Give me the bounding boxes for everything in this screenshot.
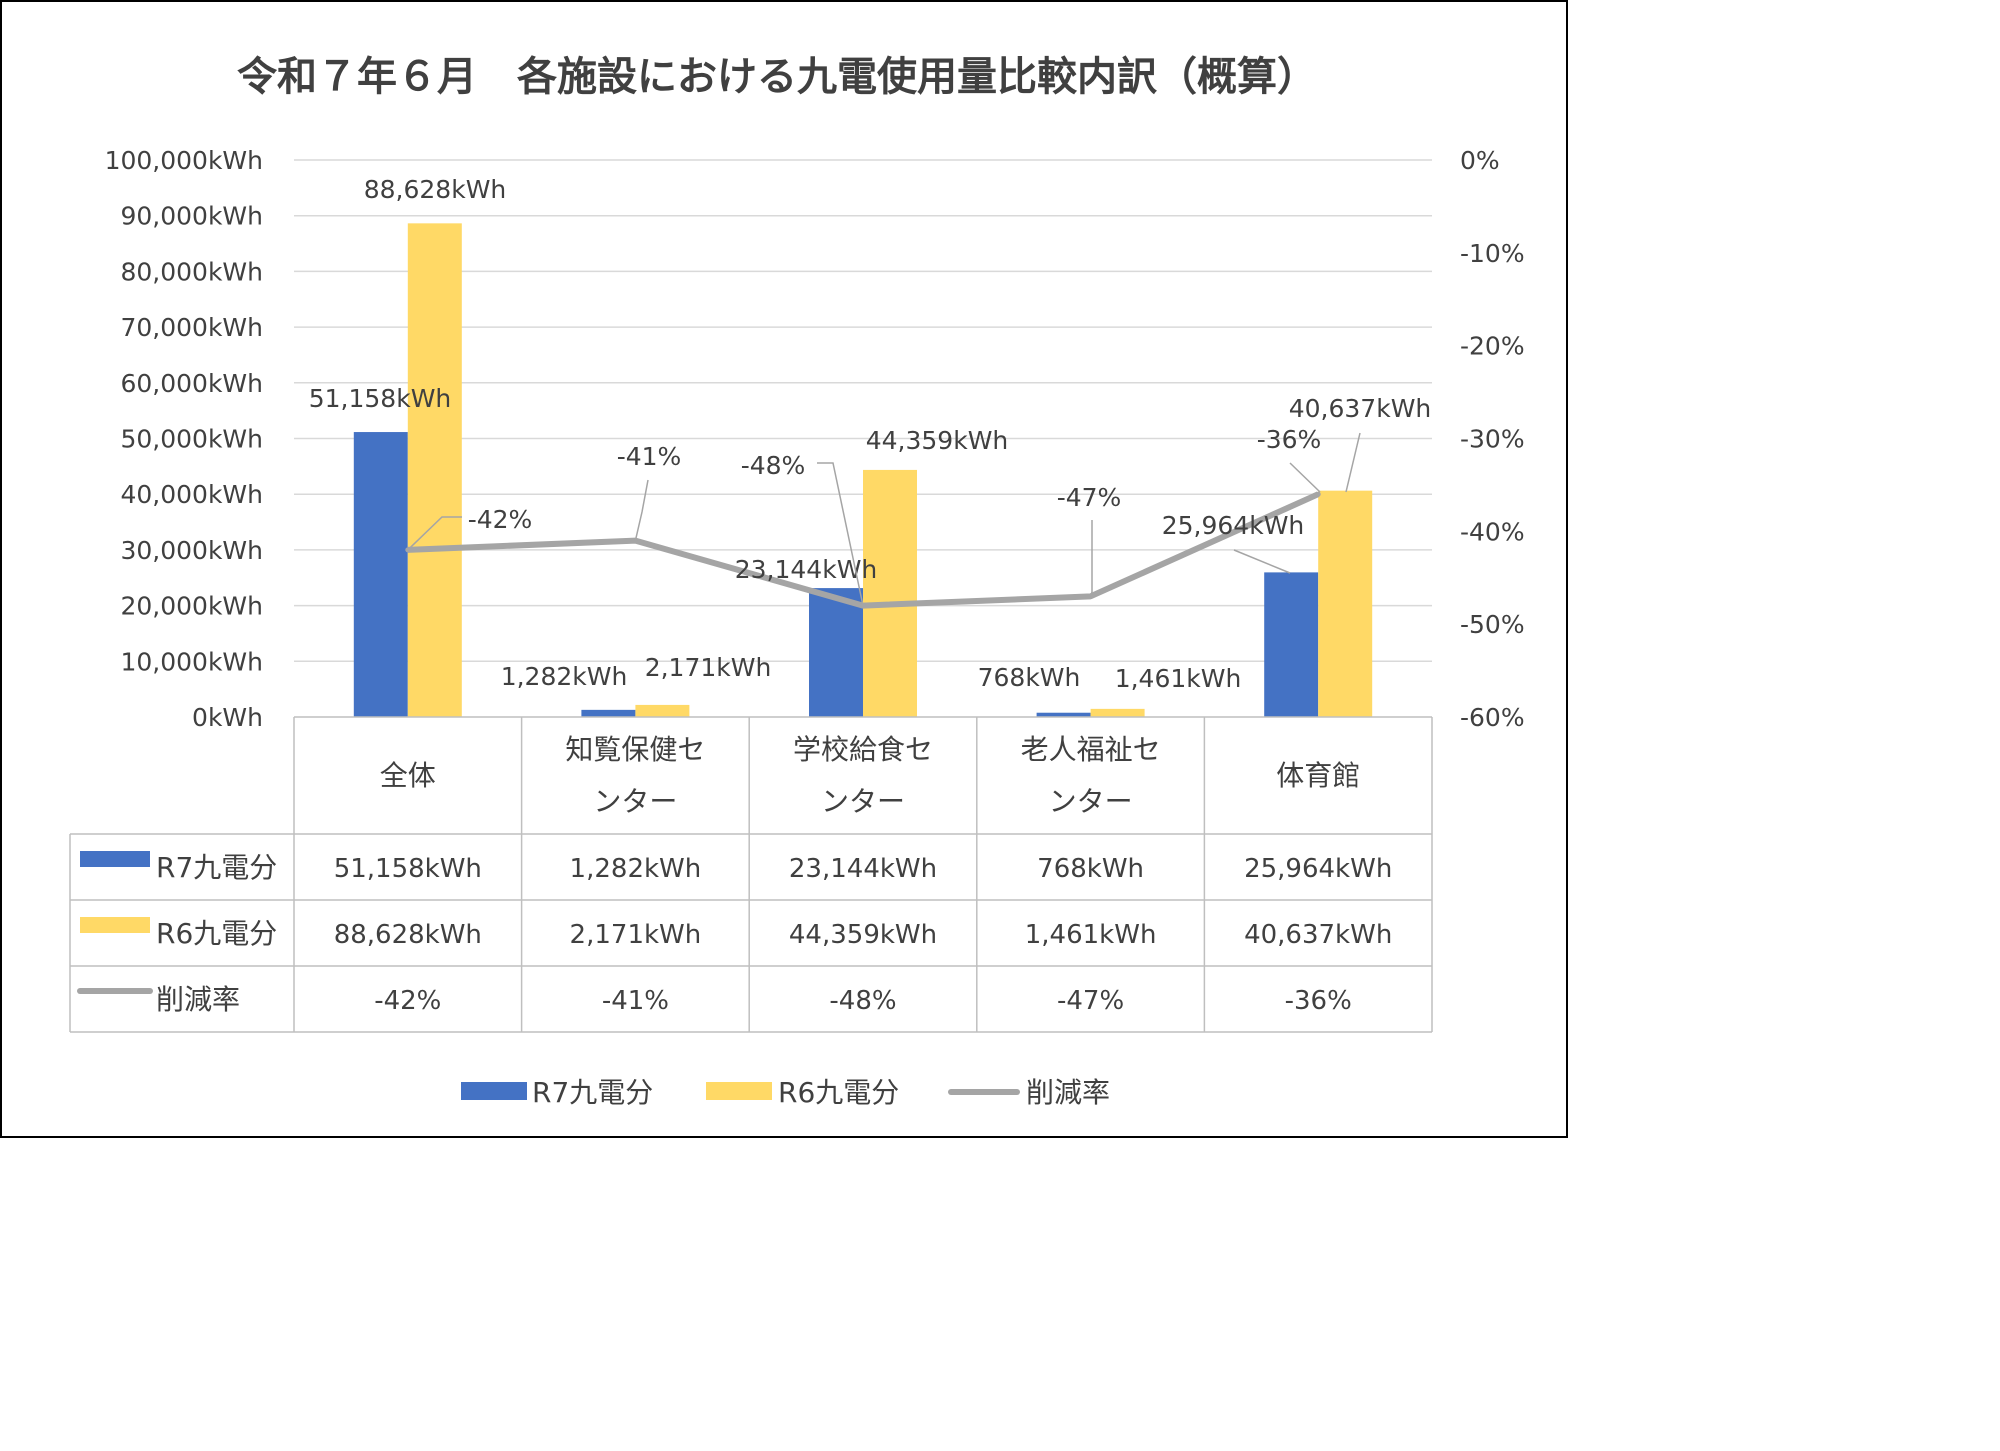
table-cell: 23,144kWh — [789, 854, 937, 884]
y-tick-label: 100,000kWh — [105, 146, 263, 175]
legend: R7九電分 R6九電分 削減率 — [461, 1076, 1110, 1109]
bar — [863, 469, 917, 717]
y-tick-label: 60,000kWh — [120, 369, 263, 398]
table-cell: -36% — [1285, 986, 1352, 1016]
table-cell: 51,158kWh — [334, 854, 482, 884]
legend-label: 削減率 — [1026, 1076, 1110, 1109]
secondary-y-axis: -60% -50% -40% -30% -20% -10% 0% — [1460, 146, 1525, 732]
table-cell: -48% — [829, 986, 896, 1016]
leader-line — [817, 462, 864, 606]
legend-label: R6九電分 — [778, 1076, 899, 1109]
rate-data-label: -47% — [1057, 483, 1122, 512]
rate-data-label: -41% — [617, 442, 682, 471]
leader-line — [634, 479, 649, 541]
y2-tick-label: -30% — [1460, 425, 1525, 454]
line-point — [1315, 491, 1321, 497]
category-label: ンター — [593, 785, 677, 818]
y-tick-label: 90,000kWh — [120, 202, 263, 231]
r6-data-label: 2,171kWh — [645, 653, 772, 682]
y2-tick-label: -40% — [1460, 517, 1525, 546]
rate-data-label: -42% — [468, 505, 533, 534]
category-label: ンター — [1049, 785, 1133, 818]
table-cell: 1,282kWh — [570, 854, 702, 884]
y-tick-label: 0kWh — [192, 703, 263, 732]
r6-data-label: 40,637kWh — [1289, 394, 1432, 423]
r7-data-label: 25,964kWh — [1162, 511, 1305, 540]
legend-label: R7九電分 — [532, 1076, 653, 1109]
rate-data-label: -48% — [741, 451, 806, 480]
bar — [353, 432, 408, 717]
table-cell: 768kWh — [1037, 854, 1144, 884]
r7-data-label: 51,158kWh — [309, 384, 452, 413]
bar-series — [353, 223, 1373, 717]
legend-key — [706, 1082, 772, 1100]
r7-data-label: 1,282kWh — [501, 662, 628, 691]
bar — [1090, 708, 1145, 717]
bar — [1036, 712, 1091, 717]
category-label: 知覧保健セ — [565, 733, 705, 766]
table-cell: 88,628kWh — [334, 920, 482, 950]
chart-frame: 令和７年６月 各施設における九電使用量比較内訳（概算） 0kWh 10,000kW… — [0, 0, 1568, 1138]
table-cell: 2,171kWh — [570, 920, 702, 950]
y2-tick-label: -20% — [1460, 332, 1525, 361]
leader-line — [407, 516, 462, 551]
table-cell: -47% — [1057, 986, 1124, 1016]
y-tick-label: 50,000kWh — [120, 425, 263, 454]
r6-data-label: 1,461kWh — [1115, 664, 1242, 693]
bar — [809, 588, 863, 717]
category-label: 体育館 — [1276, 759, 1360, 792]
table-row-header: R7九電分 — [156, 851, 277, 884]
r6-data-label: 44,359kWh — [866, 426, 1009, 455]
leader-line — [1089, 520, 1093, 597]
y-tick-label: 80,000kWh — [120, 257, 263, 286]
table-legend-key — [80, 851, 150, 867]
y2-tick-label: -60% — [1460, 703, 1525, 732]
category-label: ンター — [821, 785, 905, 818]
y-tick-label: 70,000kWh — [120, 313, 263, 342]
r6-data-label: 88,628kWh — [364, 175, 507, 204]
r7-data-label: 768kWh — [978, 663, 1081, 692]
bar — [635, 704, 690, 717]
category-label: 学校給食セ — [793, 733, 933, 766]
table-cell: 44,359kWh — [789, 920, 937, 950]
table-cell: 40,637kWh — [1244, 920, 1392, 950]
y-tick-label: 40,000kWh — [120, 480, 263, 509]
table-row-header: R6九電分 — [156, 917, 277, 950]
y2-tick-label: -50% — [1460, 610, 1525, 639]
bar — [1264, 572, 1319, 717]
y-tick-label: 30,000kWh — [120, 536, 263, 565]
leader-line — [1233, 549, 1291, 574]
gridlines — [294, 159, 1432, 663]
leader-line — [1345, 432, 1361, 493]
y2-tick-label: 0% — [1460, 146, 1500, 175]
bar — [407, 223, 462, 717]
category-label: 全体 — [380, 759, 436, 792]
y-tick-label: 10,000kWh — [120, 647, 263, 676]
chart-title: 令和７年６月 各施設における九電使用量比較内訳（概算） — [237, 54, 1317, 100]
table-row-header: 削減率 — [156, 983, 240, 1016]
rate-data-label: -36% — [1257, 425, 1322, 454]
bar — [581, 709, 636, 717]
data-labels: 51,158kWh1,282kWh23,144kWh768kWh25,964kW… — [309, 175, 1432, 693]
primary-y-axis: 0kWh 10,000kWh 20,000kWh 30,000kWh 40,000kWh… — [105, 146, 263, 732]
table-cell: -41% — [602, 986, 669, 1016]
y-tick-label: 20,000kWh — [120, 592, 263, 621]
table-cell: 1,461kWh — [1025, 920, 1157, 950]
leader-line — [1289, 462, 1321, 493]
legend-key — [461, 1082, 527, 1100]
chart-canvas: 令和７年６月 各施設における九電使用量比較内訳（概算） 0kWh 10,000kW… — [69, 54, 1525, 1109]
table-cell: -42% — [374, 986, 441, 1016]
bar — [1318, 490, 1373, 717]
category-label: 老人福祉セ — [1021, 733, 1161, 766]
table-cell: 25,964kWh — [1244, 854, 1392, 884]
y2-tick-label: -10% — [1460, 239, 1525, 268]
table-legend-key — [80, 917, 150, 933]
